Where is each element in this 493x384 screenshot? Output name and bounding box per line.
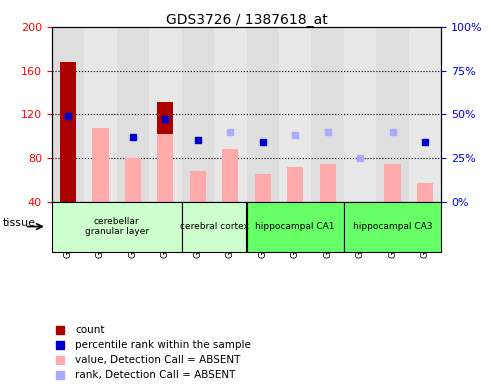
- Bar: [181, 202, 246, 252]
- Bar: [344, 27, 376, 202]
- Bar: [312, 27, 344, 202]
- Text: hippocampal CA3: hippocampal CA3: [353, 222, 432, 231]
- Text: value, Detection Call = ABSENT: value, Detection Call = ABSENT: [75, 355, 241, 365]
- Bar: [409, 27, 441, 202]
- Text: GDS3726 / 1387618_at: GDS3726 / 1387618_at: [166, 13, 327, 27]
- Bar: [222, 177, 239, 202]
- Text: hippocampal CA1: hippocampal CA1: [255, 222, 335, 231]
- Bar: [92, 128, 108, 202]
- Bar: [246, 27, 279, 202]
- Text: percentile rank within the sample: percentile rank within the sample: [75, 340, 251, 350]
- Bar: [287, 167, 303, 202]
- Bar: [125, 158, 141, 202]
- Bar: [117, 27, 149, 202]
- Bar: [417, 183, 433, 202]
- Bar: [190, 171, 206, 202]
- Bar: [214, 27, 246, 202]
- Bar: [344, 202, 441, 252]
- Bar: [157, 134, 174, 202]
- Text: rank, Detection Call = ABSENT: rank, Detection Call = ABSENT: [75, 370, 236, 380]
- Bar: [319, 164, 336, 202]
- Text: cerebellar
granular layer: cerebellar granular layer: [85, 217, 149, 236]
- Bar: [52, 202, 181, 252]
- Text: cerebral cortex: cerebral cortex: [179, 222, 248, 231]
- Bar: [84, 27, 117, 202]
- Text: count: count: [75, 325, 105, 335]
- Bar: [157, 102, 174, 202]
- Bar: [222, 149, 239, 202]
- Bar: [254, 174, 271, 202]
- Bar: [246, 202, 344, 252]
- Bar: [149, 27, 181, 202]
- Bar: [181, 27, 214, 202]
- Text: tissue: tissue: [2, 218, 35, 228]
- Bar: [385, 164, 401, 202]
- Bar: [352, 202, 368, 204]
- Bar: [52, 27, 84, 202]
- Bar: [376, 27, 409, 202]
- Bar: [60, 62, 76, 202]
- Bar: [279, 27, 312, 202]
